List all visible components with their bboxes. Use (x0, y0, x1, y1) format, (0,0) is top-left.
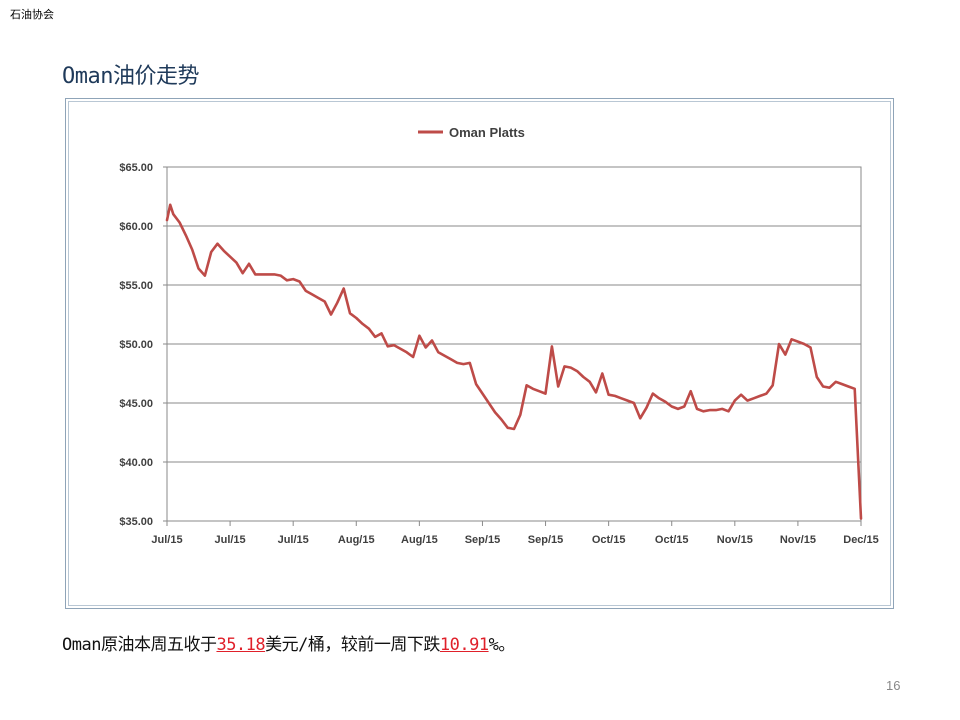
y-tick-label: $50.00 (119, 339, 153, 351)
series-line-oman-platts (165, 203, 863, 520)
weekly-change-value: 10.91 (439, 635, 489, 655)
x-tick-label: Sep/15 (528, 534, 563, 546)
y-tick-label: $40.00 (119, 457, 153, 469)
page-title: Oman油价走势 (62, 64, 199, 89)
page-number: 16 (886, 678, 901, 693)
x-tick-label: Nov/15 (780, 534, 816, 546)
legend-label-oman-platts: Oman Platts (449, 125, 525, 140)
x-tick-label: Jul/15 (278, 534, 309, 546)
closing-price-value: 35.18 (216, 635, 266, 655)
price-summary-caption: Oman原油本周五收于35.18美元/桶，较前一周下跌10.91%。 (62, 630, 515, 655)
chart-frame: $65.00 $60.00 $55.00 $50.00 $45.00 $40.00 $35.… (65, 98, 894, 609)
x-tick-label: Sep/15 (465, 534, 500, 546)
x-tick-label: Aug/15 (401, 534, 438, 546)
y-tick-label: $55.00 (119, 280, 153, 292)
x-tick-label: Oct/15 (655, 534, 689, 546)
y-tick-label: $35.00 (119, 516, 153, 528)
caption-prefix: Oman原油本周五收于 (62, 635, 217, 655)
x-tick-label: Jul/15 (151, 534, 182, 546)
header-org-label: 石油协会 (10, 8, 54, 21)
y-tick-label: $45.00 (119, 398, 153, 410)
x-tick-label: Jul/15 (214, 534, 245, 546)
y-tick-label: $65.00 (119, 162, 153, 174)
x-tick-label: Aug/15 (338, 534, 375, 546)
caption-middle: 美元/桶，较前一周下跌 (265, 635, 440, 655)
x-tick-label: Nov/15 (717, 534, 753, 546)
x-tick-label: Oct/15 (592, 534, 626, 546)
caption-suffix: %。 (488, 635, 516, 655)
y-tick-label: $60.00 (119, 221, 153, 233)
x-tick-label: Dec/15 (843, 534, 878, 546)
oil-price-line-chart: $65.00 $60.00 $55.00 $50.00 $45.00 $40.00 $35.… (119, 125, 878, 546)
